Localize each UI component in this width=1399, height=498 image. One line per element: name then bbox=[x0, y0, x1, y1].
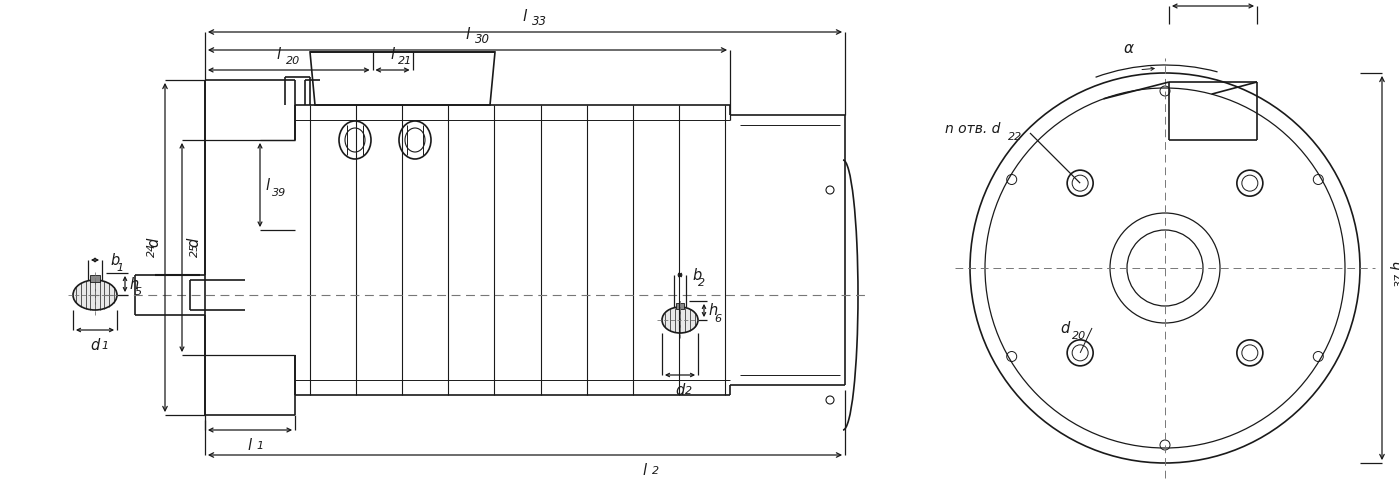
Text: l: l bbox=[248, 438, 252, 453]
Text: h: h bbox=[708, 303, 718, 318]
Text: 22: 22 bbox=[1009, 132, 1023, 142]
Text: 25: 25 bbox=[190, 243, 200, 257]
Text: 21: 21 bbox=[397, 56, 411, 66]
Text: α: α bbox=[1123, 41, 1135, 56]
Text: b: b bbox=[111, 252, 119, 267]
Text: 6: 6 bbox=[713, 314, 720, 324]
Bar bbox=[676, 303, 684, 309]
Text: 33: 33 bbox=[532, 15, 547, 28]
Text: 20: 20 bbox=[1072, 331, 1086, 341]
Text: d: d bbox=[145, 238, 161, 247]
Text: 31: 31 bbox=[1234, 0, 1248, 1]
Text: b: b bbox=[693, 267, 701, 282]
Text: l: l bbox=[390, 47, 395, 62]
Bar bbox=[90, 275, 99, 282]
Text: 1: 1 bbox=[256, 441, 263, 451]
Text: n отв. d: n отв. d bbox=[944, 122, 1000, 136]
Text: h: h bbox=[129, 276, 139, 291]
Text: 2: 2 bbox=[652, 466, 659, 476]
Text: d: d bbox=[186, 238, 201, 247]
Text: 5: 5 bbox=[134, 287, 143, 297]
Ellipse shape bbox=[662, 307, 698, 333]
Text: 39: 39 bbox=[271, 188, 287, 198]
Text: l: l bbox=[523, 9, 527, 24]
Text: l: l bbox=[264, 177, 269, 193]
Text: d: d bbox=[1060, 321, 1070, 336]
Text: 2: 2 bbox=[698, 278, 705, 288]
Text: 24: 24 bbox=[147, 243, 157, 257]
Ellipse shape bbox=[73, 280, 118, 310]
Text: l: l bbox=[644, 463, 648, 478]
Text: 30: 30 bbox=[474, 33, 490, 46]
Text: l: l bbox=[466, 27, 470, 42]
Text: d: d bbox=[91, 338, 99, 353]
Text: 20: 20 bbox=[285, 56, 299, 66]
Text: 37: 37 bbox=[1395, 273, 1399, 287]
Text: 1: 1 bbox=[116, 263, 123, 273]
Text: d: d bbox=[676, 383, 684, 398]
Text: h: h bbox=[1391, 260, 1399, 269]
Text: 2: 2 bbox=[686, 386, 693, 396]
Text: 1: 1 bbox=[101, 341, 108, 351]
Text: l: l bbox=[277, 47, 281, 62]
